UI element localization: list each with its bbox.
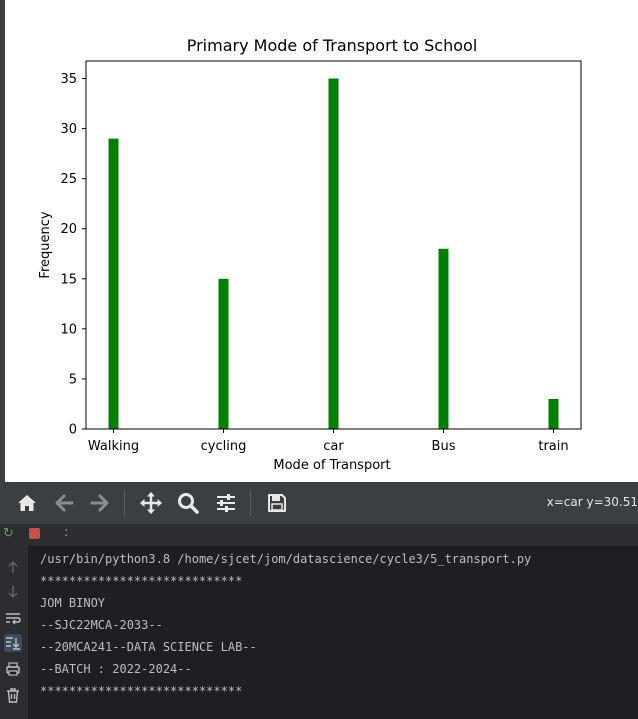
bar-bus (438, 248, 449, 429)
x-tick-label: train (538, 439, 568, 454)
figure-window: Primary Mode of Transport to School Walk… (0, 0, 638, 482)
scroll-up-button[interactable] (4, 558, 22, 576)
run-header-menu[interactable]: : (64, 525, 69, 540)
y-tick-label: 0 (69, 423, 77, 438)
magnifier-icon (178, 493, 199, 514)
y-tick-label: 30 (60, 122, 77, 137)
console-line: --20MCA241--DATA SCIENCE LAB-- (40, 640, 257, 654)
console-output: /usr/bin/python3.8 /home/sjcet/jom/datas… (40, 548, 638, 702)
console-line: JOM BINOY (40, 596, 106, 610)
bar-chart: Primary Mode of Transport to School Walk… (38, 36, 582, 473)
floppy-disk-icon (268, 494, 286, 512)
toolbar-separator (124, 490, 125, 516)
scroll-down-button[interactable] (4, 583, 22, 601)
soft-wrap-button[interactable] (4, 609, 22, 627)
chart-title: Primary Mode of Transport to School (187, 36, 478, 55)
stop-icon[interactable] (29, 528, 40, 539)
y-tick-label: 5 (69, 372, 77, 387)
back-button[interactable] (49, 488, 79, 518)
clear-all-button[interactable] (4, 686, 22, 704)
y-tick-label: 15 (60, 272, 77, 287)
matplotlib-toolbar: x=car y=30.51 (0, 482, 638, 525)
sliders-icon (217, 494, 235, 512)
run-gutter (0, 546, 28, 719)
y-tick-label: 35 (60, 72, 77, 87)
y-tick-label: 25 (60, 172, 77, 187)
x-tick-label: Walking (88, 439, 139, 454)
arrow-up-icon (8, 560, 18, 573)
bar-cycling (218, 278, 229, 429)
run-panel-header: ↻ : (0, 524, 638, 546)
pan-button[interactable] (136, 488, 166, 518)
forward-button[interactable] (85, 488, 115, 518)
x-axis-label: Mode of Transport (273, 458, 390, 473)
soft-wrap-icon (6, 613, 21, 625)
save-button[interactable] (262, 488, 292, 518)
toolbar-separator (250, 490, 251, 516)
console-line: **************************** (40, 574, 243, 588)
axes-frame (85, 60, 582, 430)
print-button[interactable] (4, 660, 22, 678)
scroll-to-end-button[interactable] (4, 634, 22, 652)
y-tick-label: 10 (60, 322, 77, 337)
y-axis-label: Frequency (38, 211, 53, 278)
arrow-left-icon (55, 494, 74, 512)
home-button[interactable] (12, 488, 42, 518)
console-line: --BATCH : 2022-2024-- (40, 662, 192, 676)
console-line: --SJC22MCA-2033-- (40, 618, 163, 632)
scroll-to-end-icon (6, 637, 20, 650)
bar-car (328, 78, 339, 430)
configure-subplots-button[interactable] (211, 488, 241, 518)
console-line: /usr/bin/python3.8 /home/sjcet/jom/datas… (40, 552, 532, 566)
x-tick-label: car (323, 439, 344, 454)
arrow-right-icon (90, 494, 109, 512)
arrow-down-icon (8, 586, 18, 599)
y-tick-label: 20 (60, 222, 77, 237)
printer-icon (6, 662, 20, 676)
x-tick-label: Bus (432, 439, 456, 454)
bar-train (548, 398, 559, 429)
cursor-coordinates: x=car y=30.51 (546, 495, 638, 509)
home-icon (18, 495, 36, 511)
zoom-button[interactable] (173, 488, 203, 518)
run-panel: ↻ : /usr/bin/python3.8 /home/sjcet/jom/d… (0, 524, 638, 719)
bar-walking (108, 138, 119, 429)
move-icon (140, 492, 162, 514)
x-tick-label: cycling (201, 439, 247, 454)
console-line: **************************** (40, 684, 243, 698)
window-edge (0, 0, 5, 482)
rerun-icon[interactable]: ↻ (3, 526, 14, 541)
trash-icon (7, 688, 19, 703)
